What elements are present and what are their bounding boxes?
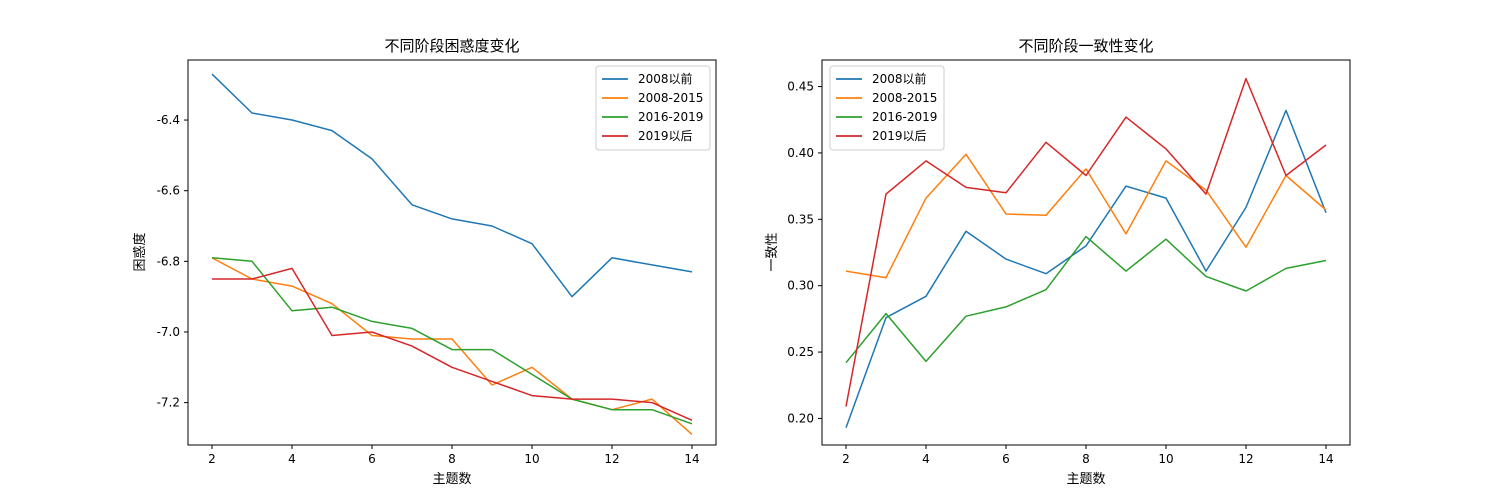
- legend-label: 2008-2015: [638, 91, 703, 105]
- series-line-3: [212, 267, 693, 421]
- series-line-2: [845, 235, 1327, 364]
- perplexity-chart: 不同阶段困惑度变化 主题数 困惑度 2 4 6 8 10 12 14 -6.4 -6.6 -6.8…: [132, 37, 717, 487]
- plot-frame: [821, 59, 1351, 446]
- legend-label: 2019以后: [872, 129, 927, 143]
- legend-label: 2008以前: [638, 71, 693, 86]
- series-line-1: [845, 153, 1327, 279]
- y-tick-label: 0.40: [787, 146, 814, 160]
- x-axis-label: 主题数: [1066, 472, 1105, 487]
- x-tick-label: 8: [1082, 452, 1090, 466]
- x-tick-label: 12: [604, 452, 619, 466]
- y-tick-label: 0.35: [787, 212, 814, 226]
- x-tick-label: 6: [1002, 452, 1010, 466]
- y-tick-label: 0.25: [787, 345, 814, 359]
- plot-frame: [187, 59, 717, 446]
- chart-title: 不同阶段困惑度变化: [384, 37, 519, 55]
- series-lines: [845, 77, 1327, 428]
- legend-label: 2016-2019: [638, 110, 703, 124]
- x-tick-label: 6: [368, 452, 376, 466]
- x-tick-label: 8: [448, 452, 456, 466]
- series-line-0: [845, 109, 1327, 428]
- y-axis-label: 一致性: [765, 232, 780, 271]
- y-tick-label: -6.4: [157, 113, 180, 127]
- x-tick-label: 4: [922, 452, 930, 466]
- y-tick-label: 0.30: [787, 279, 814, 293]
- legend-label: 2019以后: [638, 129, 693, 143]
- x-tick-label: 4: [288, 452, 296, 466]
- y-tick-label: -6.6: [157, 184, 180, 198]
- x-tick-label: 12: [1238, 452, 1253, 466]
- series-line-0: [211, 73, 693, 298]
- y-tick-label: 0.20: [787, 411, 814, 425]
- x-tick-label: 14: [684, 452, 699, 466]
- series-lines: [211, 73, 693, 435]
- series-line-2: [211, 257, 693, 425]
- x-tick-label: 10: [524, 452, 539, 466]
- legend-label: 2016-2019: [872, 110, 937, 124]
- x-tick-label: 14: [1318, 452, 1333, 466]
- y-tick-label: 0.45: [787, 80, 814, 94]
- x-tick-label: 2: [208, 452, 216, 466]
- series-line-3: [845, 77, 1327, 407]
- legend-box: [829, 65, 945, 151]
- chart-title: 不同阶段一致性变化: [1018, 37, 1153, 55]
- legend-label: 2008-2015: [872, 91, 937, 105]
- axis-ticks: 2 4 6 8 10 12 14 0.20 0.25 0.30 0.35 0.40 0.45: [787, 80, 1333, 466]
- coherence-chart: 不同阶段一致性变化 主题数 一致性 2 4 6 8 10 12 14 0.20 0.25 0.30…: [765, 37, 1351, 487]
- x-tick-label: 10: [1158, 452, 1173, 466]
- x-axis-label: 主题数: [432, 472, 471, 487]
- legend: 2008以前 2008-2015 2016-2019 2019以后: [595, 65, 711, 151]
- legend: 2008以前 2008-2015 2016-2019 2019以后: [829, 65, 945, 151]
- legend-box: [595, 65, 711, 151]
- y-axis-label: 困惑度: [132, 232, 148, 271]
- y-tick-label: -6.8: [157, 254, 180, 268]
- y-tick-label: -7.2: [157, 396, 180, 410]
- legend-label: 2008以前: [872, 71, 927, 86]
- x-tick-label: 2: [842, 452, 850, 466]
- axis-ticks: 2 4 6 8 10 12 14 -6.4 -6.6 -6.8 -7.0 -7.2: [157, 113, 700, 466]
- y-tick-label: -7.0: [157, 325, 180, 339]
